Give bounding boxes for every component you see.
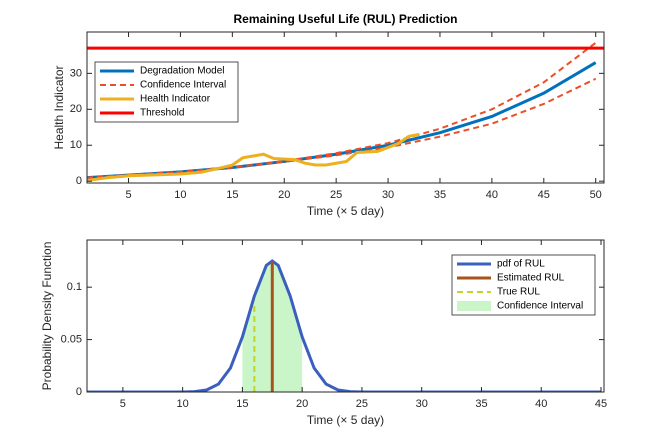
- x-tick-label: 35: [434, 189, 446, 201]
- x-tick-label: 25: [330, 189, 342, 201]
- legend-swatch: [457, 301, 491, 311]
- x-tick-label: 30: [382, 189, 394, 201]
- x-tick-label: 30: [416, 398, 428, 410]
- x-tick-label: 10: [177, 398, 189, 410]
- x-tick-label: 10: [174, 189, 186, 201]
- x-tick-label: 40: [535, 398, 547, 410]
- axes-box: [86, 31, 605, 184]
- x-axis-label: Time (× 5 day): [307, 204, 384, 218]
- plot-area: [87, 41, 604, 182]
- x-tick-label: 25: [356, 398, 368, 410]
- x-tick-label: 35: [475, 398, 487, 410]
- x-tick-label: 20: [296, 398, 308, 410]
- legend-label: True RUL: [497, 287, 540, 298]
- legend-label: Estimated RUL: [497, 273, 565, 284]
- axes-box: [86, 239, 605, 393]
- y-tick-label: 10: [70, 139, 82, 151]
- legend-label: Health Indicator: [140, 94, 211, 105]
- x-axis-label: Time (× 5 day): [307, 413, 384, 427]
- y-tick-label: 0: [76, 175, 82, 187]
- x-tick-label: 20: [278, 189, 290, 201]
- x-tick-label: 15: [236, 398, 248, 410]
- x-tick-label: 5: [120, 398, 126, 410]
- legend-label: Threshold: [140, 108, 184, 119]
- legend-label: Degradation Model: [140, 66, 225, 77]
- y-tick-label: 0: [76, 386, 82, 398]
- legend-label: Confidence Interval: [140, 80, 226, 91]
- x-tick-label: 50: [590, 189, 602, 201]
- x-tick-label: 40: [486, 189, 498, 201]
- chart-title: Remaining Useful Life (RUL) Prediction: [233, 12, 457, 26]
- y-tick-label: 0.1: [67, 281, 82, 293]
- y-tick-label: 20: [70, 103, 82, 115]
- series-line: [87, 132, 420, 182]
- series-line: [87, 77, 597, 179]
- y-tick-label: 30: [70, 67, 82, 79]
- y-axis-label: Probability Density Function: [40, 242, 54, 391]
- x-tick-label: 45: [538, 189, 550, 201]
- y-tick-label: 0.05: [61, 333, 82, 345]
- series-line: [87, 61, 597, 180]
- series-line: [87, 41, 597, 179]
- legend-label: Confidence Interval: [497, 301, 583, 312]
- x-tick-label: 5: [125, 189, 131, 201]
- y-axis-label: Health Indicator: [52, 65, 66, 149]
- x-tick-label: 45: [595, 398, 607, 410]
- legend-label: pdf of RUL: [497, 259, 545, 270]
- x-tick-label: 15: [226, 189, 238, 201]
